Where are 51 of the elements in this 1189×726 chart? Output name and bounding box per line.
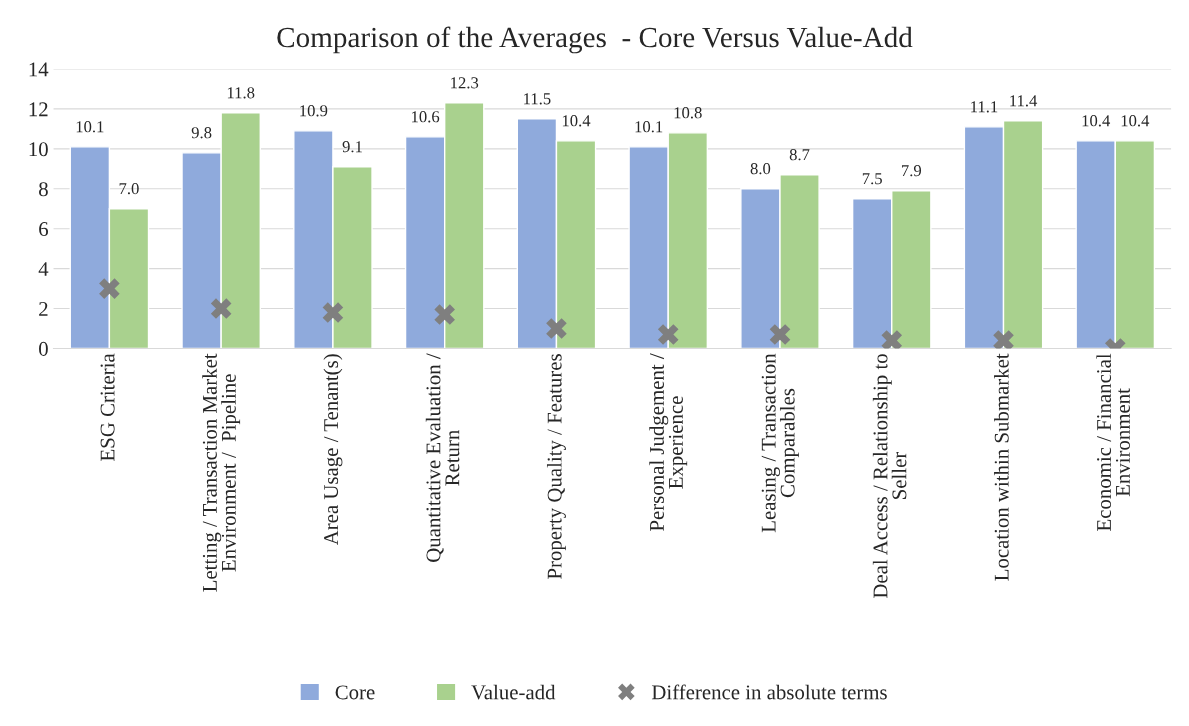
y-tick-label: 6 <box>39 222 49 237</box>
x-tick-label: Personal Judgement / Experience <box>649 353 688 531</box>
data-label: 7.5 <box>862 173 882 185</box>
point <box>322 302 344 323</box>
x-tick-label: ESG Criteria <box>100 353 115 461</box>
y-tick-label: 12 <box>29 102 48 117</box>
point <box>434 304 455 325</box>
x-tick-label: Deal Access / Relationship to Seller <box>872 354 907 599</box>
legend-label: Core <box>335 685 375 700</box>
x-tick-label: Quantitative Evaluation / Return <box>425 353 460 562</box>
point <box>546 318 567 339</box>
data-label: 11.4 <box>1010 95 1038 107</box>
x-tick-label: Leasing / Transaction Comparables <box>761 353 799 533</box>
data-label: 8.0 <box>750 163 771 175</box>
data-label: 11.1 <box>971 101 998 113</box>
point <box>881 330 903 349</box>
data-label: 9.8 <box>191 127 212 139</box>
data-label: 10.6 <box>412 111 440 123</box>
y-tick-label: 0 <box>39 341 48 356</box>
legend-label: Value-add <box>471 684 556 700</box>
data-label: 10.4 <box>1082 115 1111 127</box>
data-label: 8.7 <box>789 149 810 161</box>
x-tick-label: Economic / Financial Environment <box>1096 353 1130 531</box>
point <box>210 298 232 319</box>
x-tick-label: Area Usage / Tenant(s) <box>323 354 343 546</box>
point <box>993 330 1014 349</box>
data-label: 10.4 <box>562 115 591 127</box>
data-label: 11.5 <box>524 93 551 105</box>
data-label: 12.3 <box>451 77 479 89</box>
data-label: 10.8 <box>674 107 702 119</box>
data-label: 10.1 <box>76 121 104 133</box>
x-tick-label: Property Quality / Features <box>546 354 566 579</box>
data-label: 7.0 <box>119 182 139 195</box>
data-label: 7.9 <box>901 165 922 177</box>
y-tick-label: 4 <box>38 262 49 276</box>
legend-label: Difference in absolute terms <box>651 684 887 700</box>
point <box>769 324 791 345</box>
y-tick-label: 2 <box>39 301 48 316</box>
y-tick-label: 14 <box>29 62 49 77</box>
x-tick-label: Location within Submarket <box>994 353 1009 581</box>
data-label: 9.1 <box>342 141 362 153</box>
y-tick-label: 10 <box>29 142 48 157</box>
x-tick-label: Letting / Transaction Market Environment / Pipeline <box>202 353 241 592</box>
data-label: 11.8 <box>227 87 255 99</box>
data-label: 10.9 <box>300 105 328 117</box>
chart-title: Comparison of the Averages - Core Versus Value-Add <box>277 26 913 54</box>
point <box>657 324 679 345</box>
point <box>99 278 120 299</box>
y-tick-label: 8 <box>39 182 48 197</box>
data-label: 10.4 <box>1121 115 1150 127</box>
data-label: 10.1 <box>635 121 663 133</box>
